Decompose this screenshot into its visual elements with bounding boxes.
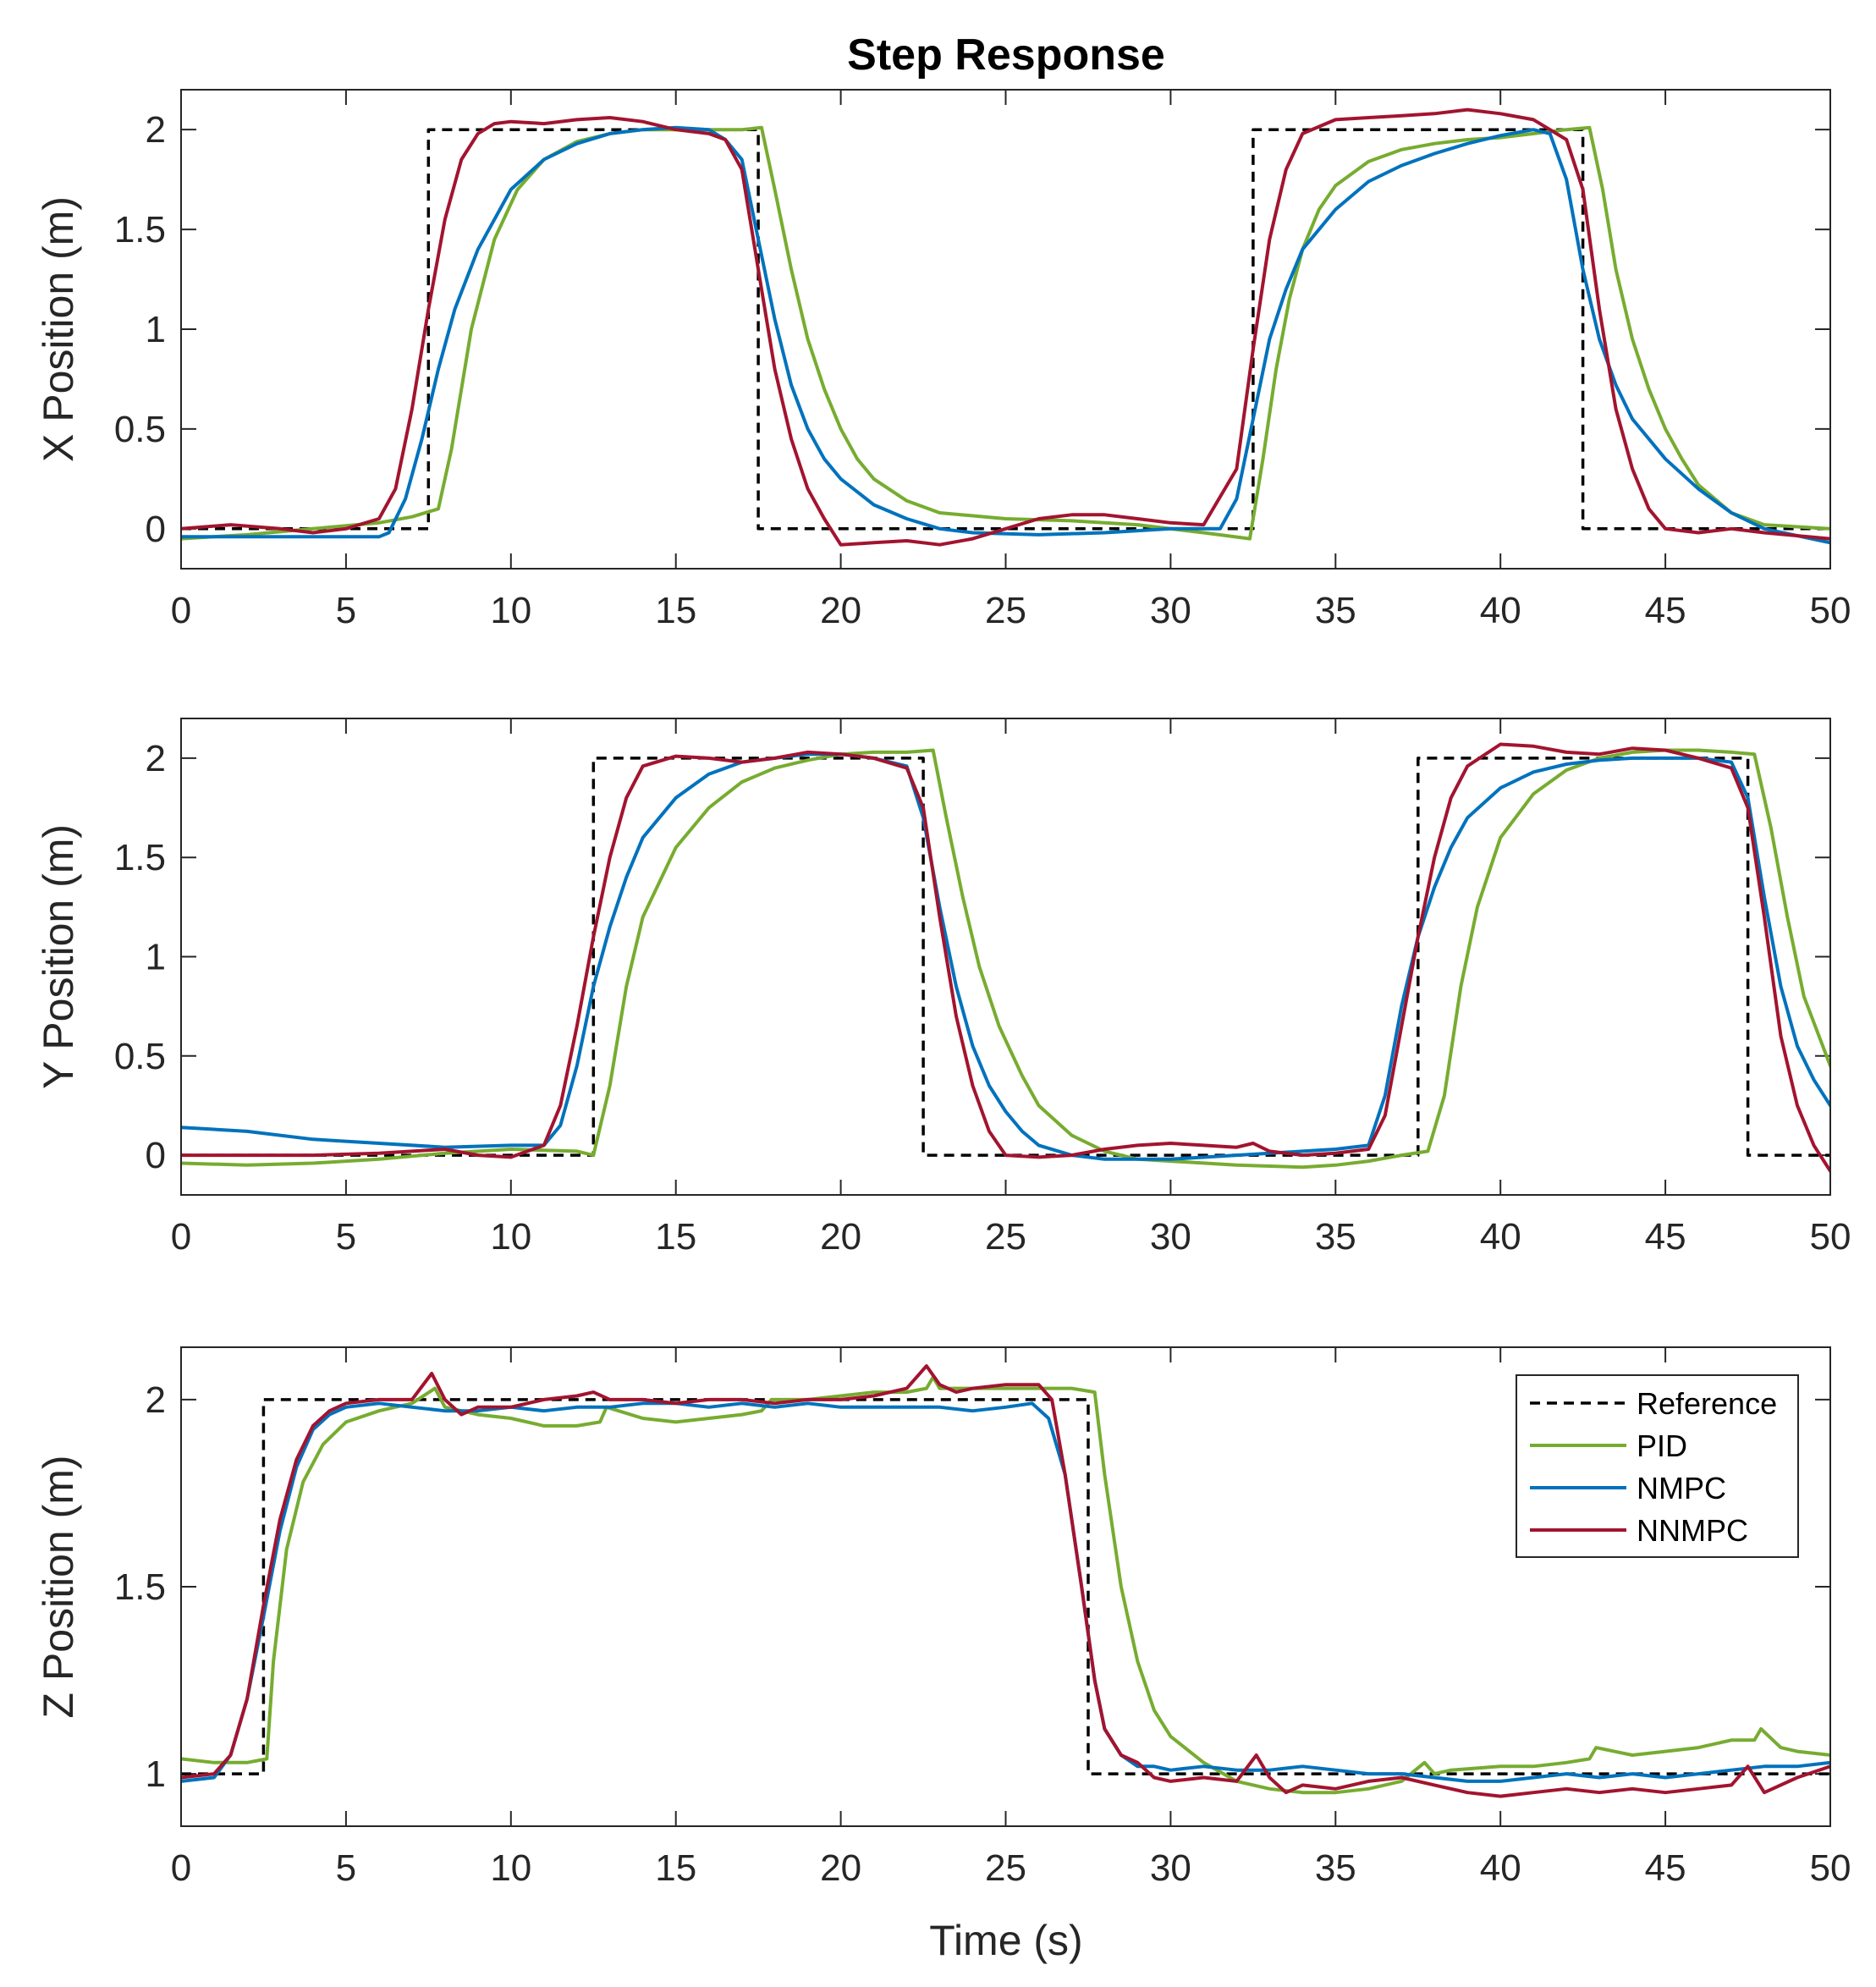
- series-line-reference: [181, 757, 1830, 1157]
- x-axis-label: Time (s): [929, 1917, 1082, 1964]
- y-tick-label: 2: [146, 109, 166, 151]
- series-line-reference: [181, 1398, 1830, 1775]
- y-tick-label: 0: [146, 1135, 166, 1176]
- series-line-nmpc: [181, 125, 1830, 545]
- x-tick-label: 45: [1645, 1847, 1686, 1889]
- plot-frame: [180, 718, 1831, 1196]
- x-tick-label: 30: [1150, 1216, 1191, 1258]
- series-line-reference: [181, 128, 1830, 531]
- x-tick-label: 15: [655, 1216, 696, 1258]
- y-axis-label-1: X Position (m): [35, 196, 82, 462]
- y-tick-label: 2: [146, 1379, 166, 1421]
- x-tick-label: 30: [1150, 1847, 1191, 1889]
- series-group: [181, 107, 1830, 547]
- series-line-nnmpc: [181, 742, 1830, 1173]
- legend: Reference PID NMPC NNMPC: [1516, 1374, 1799, 1558]
- y-axis-label-2: Y Position (m): [35, 824, 82, 1089]
- series-line-nmpc: [181, 752, 1830, 1161]
- x-tick-label: 50: [1810, 1847, 1851, 1889]
- legend-label-nmpc: NMPC: [1637, 1471, 1726, 1505]
- x-tick-label: 25: [985, 1216, 1026, 1258]
- x-tick-label: 20: [820, 590, 861, 631]
- y-tick-label: 0.5: [114, 1036, 166, 1077]
- series-line-nnmpc: [181, 107, 1830, 547]
- panel-3: 0 5 10 15 20 25 30 35 40 45 50 1 1.5 2 Z Position (m) R…: [35, 1346, 1851, 1889]
- x-tick-label: 10: [490, 1216, 531, 1258]
- y-tick-label: 1: [146, 309, 166, 350]
- x-tick-label: 35: [1315, 590, 1356, 631]
- y-tick-label: 1.5: [114, 837, 166, 878]
- x-tick-label: 0: [171, 1216, 191, 1258]
- x-tick-label: 40: [1480, 590, 1521, 631]
- x-tick-label: 20: [820, 1216, 861, 1258]
- x-tick-label: 30: [1150, 590, 1191, 631]
- y-tick-label: 1.5: [114, 1566, 166, 1608]
- x-tick-label: 20: [820, 1847, 861, 1889]
- legend-label-reference: Reference: [1637, 1386, 1777, 1421]
- legend-label-pid: PID: [1637, 1428, 1687, 1463]
- x-tick-label: 35: [1315, 1847, 1356, 1889]
- y-tick-label: 0.5: [114, 409, 166, 450]
- x-tick-label: 35: [1315, 1216, 1356, 1258]
- plot-frame: [180, 89, 1831, 570]
- x-tick-label: 10: [490, 1847, 531, 1889]
- legend-box: [1516, 1374, 1799, 1558]
- x-tick-label: 5: [336, 590, 356, 631]
- series-group: [181, 1364, 1830, 1798]
- series-line-pid: [181, 748, 1830, 1170]
- series-group: [181, 742, 1830, 1173]
- plot-frame: [180, 1346, 1831, 1827]
- x-tick-label: 15: [655, 590, 696, 631]
- y-tick-label: 2: [146, 738, 166, 779]
- x-tick-label: 50: [1810, 1216, 1851, 1258]
- y-tick-label: 1: [146, 937, 166, 978]
- panel-2: 0 5 10 15 20 25 30 35 40 45 50 0 0.5 1 1.5 2 Y Position …: [35, 718, 1851, 1258]
- series-line-pid: [181, 1375, 1830, 1795]
- series-line-nnmpc: [181, 1364, 1830, 1798]
- x-tick-label: 25: [985, 590, 1026, 631]
- x-tick-label: 50: [1810, 590, 1851, 631]
- x-tick-label: 5: [336, 1847, 356, 1889]
- x-tick-label: 10: [490, 590, 531, 631]
- x-tick-label: 45: [1645, 1216, 1686, 1258]
- x-tick-label: 25: [985, 1847, 1026, 1889]
- x-tick-label: 15: [655, 1847, 696, 1889]
- y-axis-label-3: Z Position (m): [35, 1455, 82, 1718]
- x-tick-label: 0: [171, 590, 191, 631]
- x-tick-label: 40: [1480, 1216, 1521, 1258]
- x-tick-label: 5: [336, 1216, 356, 1258]
- panel-1: 0 5 10 15 20 25 30 35 40 45 50 0 0.5 1 1.5 2 X Position …: [35, 89, 1851, 631]
- x-tick-label: 45: [1645, 590, 1686, 631]
- x-tick-label: 0: [171, 1847, 191, 1889]
- y-tick-label: 1: [146, 1753, 166, 1795]
- legend-label-nnmpc: NNMPC: [1637, 1513, 1748, 1548]
- y-tick-label: 1.5: [114, 209, 166, 250]
- chart-title: Step Response: [847, 30, 1165, 80]
- y-tick-label: 0: [146, 509, 166, 550]
- series-line-nmpc: [181, 1401, 1830, 1783]
- x-tick-label: 40: [1480, 1847, 1521, 1889]
